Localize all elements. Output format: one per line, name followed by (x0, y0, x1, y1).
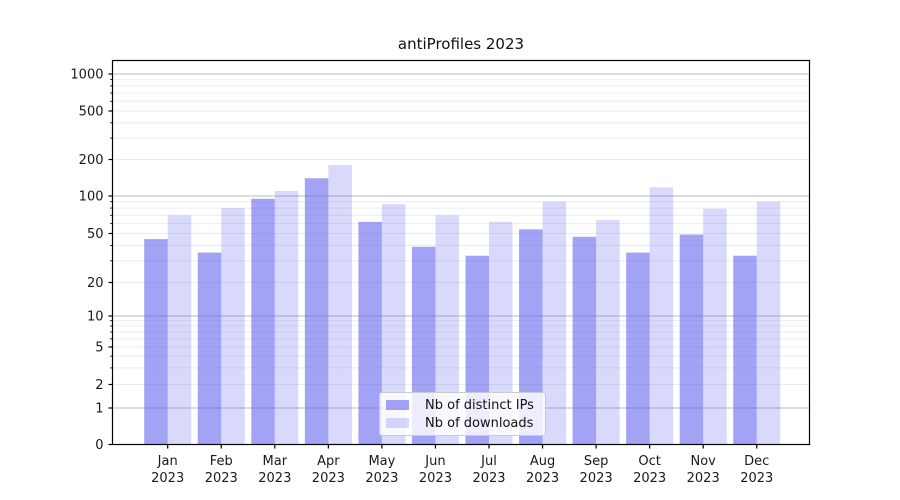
legend-item-distinct-ips: Nb of distinct IPs (386, 399, 545, 412)
y-tick-label: 500 (79, 105, 104, 120)
x-tick-label-month: Feb (210, 454, 233, 469)
x-tick-label-year: 2023 (633, 471, 666, 486)
y-tick-label: 20 (87, 276, 104, 291)
x-tick-label-month: Mar (263, 454, 288, 469)
legend-swatch-downloads (386, 418, 409, 428)
x-tick-label-month: Jul (480, 454, 497, 469)
legend-label-downloads: Nb of downloads (425, 415, 534, 431)
legend: Nb of distinct IPs Nb of downloads (379, 392, 546, 436)
bar-distinct-ips-apr (304, 178, 329, 445)
bar-downloads-may (381, 204, 406, 445)
x-tick-label-year: 2023 (472, 471, 505, 486)
bar-downloads-mar (274, 190, 299, 445)
legend-item-downloads: Nb of downloads (386, 417, 545, 430)
x-tick-label-year: 2023 (740, 471, 773, 486)
bar-distinct-ips-mar (251, 198, 275, 445)
y-tick-label: 1 (95, 402, 103, 417)
y-tick-label: 200 (79, 153, 104, 168)
bar-downloads-oct (649, 187, 674, 445)
y-tick-label: 2 (95, 378, 103, 393)
bar-distinct-ips-may (358, 221, 382, 445)
x-tick-label-year: 2023 (312, 471, 345, 486)
x-tick-label-month: May (368, 454, 395, 469)
bar-distinct-ips-aug (519, 229, 543, 445)
x-tick-label-month: Aug (530, 454, 555, 469)
plot-border (111, 59, 811, 446)
bar-downloads-dec (756, 201, 781, 445)
x-tick-label-year: 2023 (258, 471, 291, 486)
y-tick-label: 10 (87, 310, 104, 325)
x-tick-label-month: Oct (638, 454, 660, 469)
bar-distinct-ips-feb (197, 252, 222, 445)
x-tick-label-year: 2023 (687, 471, 720, 486)
x-tick-label-month: Apr (317, 454, 340, 469)
bar-distinct-ips-jan (144, 239, 168, 445)
bar-distinct-ips-nov (679, 234, 704, 445)
y-tick-label: 5 (95, 341, 103, 356)
bar-downloads-jan (167, 215, 192, 445)
bar-downloads-jul (489, 221, 513, 445)
x-tick-label-year: 2023 (365, 471, 398, 486)
bar-downloads-jun (435, 215, 459, 445)
x-tick-label-month: Nov (691, 454, 717, 469)
y-tick-label: 0 (95, 438, 103, 453)
x-tick-label-year: 2023 (526, 471, 559, 486)
bar-distinct-ips-sep (572, 236, 597, 445)
x-tick-label-month: Jan (157, 454, 178, 469)
x-tick-label-year: 2023 (419, 471, 452, 486)
x-tick-label-year: 2023 (151, 471, 184, 486)
legend-label-distinct-ips: Nb of distinct IPs (425, 397, 534, 413)
x-tick-label-month: Jun (424, 454, 445, 469)
y-tick-label: 1000 (70, 68, 103, 83)
x-tick-label-year: 2023 (205, 471, 238, 486)
bar-downloads-aug (542, 201, 567, 445)
legend-swatch-distinct-ips (386, 400, 409, 410)
chart-title: antiProfiles 2023 (397, 35, 525, 53)
bar-distinct-ips-oct (626, 252, 650, 445)
y-tick-label: 50 (87, 227, 104, 242)
x-tick-label-month: Sep (584, 454, 609, 469)
x-tick-label-month: Dec (744, 454, 769, 469)
y-tick-label: 100 (79, 190, 104, 205)
bar-downloads-sep (596, 220, 620, 445)
bar-distinct-ips-dec (733, 255, 757, 445)
x-tick-label-year: 2023 (580, 471, 613, 486)
bar-downloads-apr (328, 165, 352, 445)
bar-downloads-feb (221, 208, 245, 445)
bar-downloads-nov (703, 208, 727, 445)
